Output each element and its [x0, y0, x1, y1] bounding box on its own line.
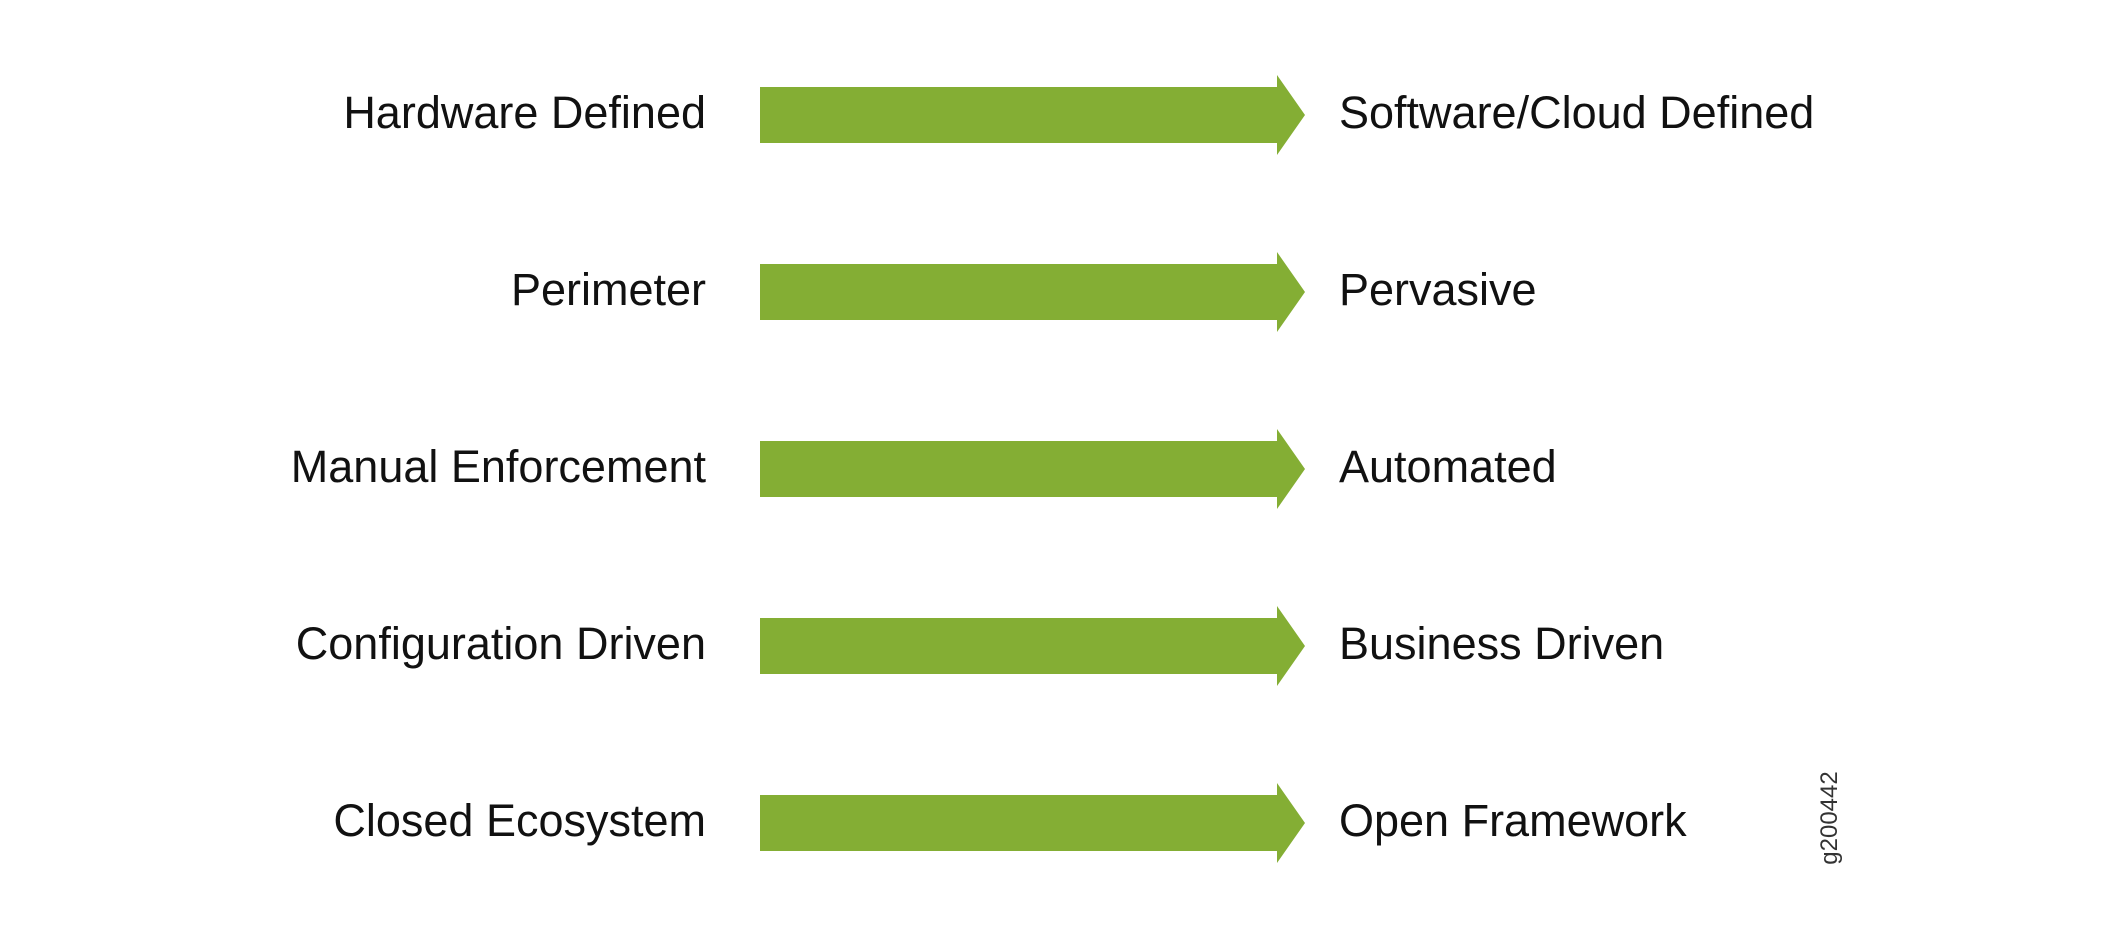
right-arrow-icon	[760, 252, 1305, 332]
transition-row-enforcement: Manual Enforcement Automated	[0, 422, 2101, 512]
transition-row-perimeter: Perimeter Pervasive	[0, 245, 2101, 335]
to-label-open-framework: Open Framework	[1339, 795, 1687, 846]
right-arrow-icon	[760, 783, 1305, 863]
right-arrow-icon	[760, 606, 1305, 686]
from-label-closed-ecosystem: Closed Ecosystem	[333, 795, 706, 846]
from-label-manual-enforcement: Manual Enforcement	[290, 441, 706, 492]
to-label-software-cloud-defined: Software/Cloud Defined	[1339, 87, 1815, 138]
from-label-configuration-driven: Configuration Driven	[295, 618, 706, 669]
to-label-pervasive: Pervasive	[1339, 264, 1537, 315]
right-arrow-icon	[760, 429, 1305, 509]
to-label-automated: Automated	[1339, 441, 1557, 492]
transition-row-hardware: Hardware Defined Software/Cloud Defined	[0, 68, 2101, 158]
to-label-business-driven: Business Driven	[1339, 618, 1665, 669]
transition-row-configuration: Configuration Driven Business Driven	[0, 599, 2101, 689]
from-label-perimeter: Perimeter	[510, 264, 706, 315]
transition-row-ecosystem: Closed Ecosystem Open Framework	[0, 776, 2101, 866]
figure-id-label: g200442	[1816, 771, 1843, 865]
from-label-hardware-defined: Hardware Defined	[343, 87, 706, 138]
right-arrow-icon	[760, 75, 1305, 155]
